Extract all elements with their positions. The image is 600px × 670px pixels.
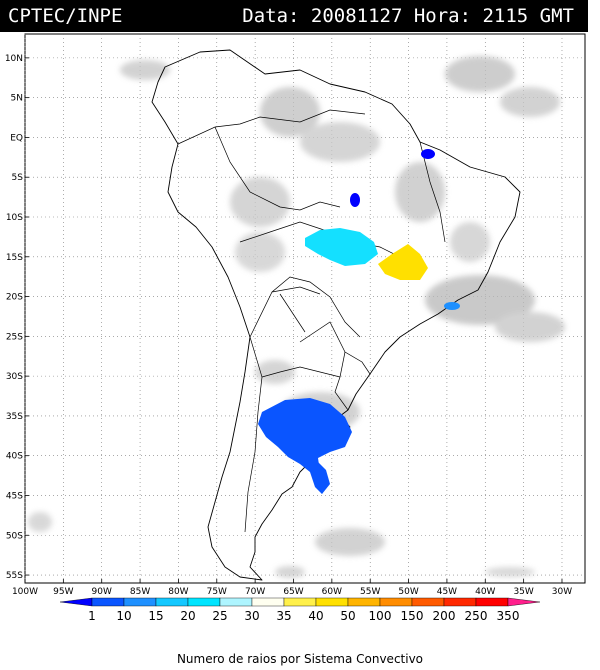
lat-tick-label: 25S xyxy=(6,332,23,342)
legend-swatch xyxy=(123,597,157,607)
legend-label: 200 xyxy=(433,609,456,623)
map-header: CPTEC/INPE Data: 20081127 Hora: 2115 GMT xyxy=(0,0,588,32)
legend-swatch xyxy=(443,597,477,607)
lat-tick-label: 15S xyxy=(6,253,23,263)
legend-swatch xyxy=(59,597,93,607)
legend-label: 50 xyxy=(340,609,355,623)
continent-outline xyxy=(151,49,521,581)
agency-title: CPTEC/INPE xyxy=(8,5,123,27)
southeast-blue-cell xyxy=(444,302,460,310)
legend-swatch xyxy=(475,597,509,607)
legend-label: 35 xyxy=(276,609,291,623)
legend-label: 100 xyxy=(369,609,392,623)
lat-tick-label: 30S xyxy=(6,372,23,382)
argentina-large-system xyxy=(258,398,352,494)
lat-tick-label: 50S xyxy=(6,531,23,541)
legend-label: 1 xyxy=(88,609,96,623)
lon-tick-label: 70W xyxy=(245,587,265,597)
lat-tick-label: 10N xyxy=(5,54,23,64)
legend-label: 250 xyxy=(465,609,488,623)
lat-tick-label: 20S xyxy=(6,293,23,303)
legend-swatch xyxy=(411,597,445,607)
lightning-map: 10N5NEQ5S10S15S20S25S30S35S40S45S50S55S … xyxy=(5,33,586,623)
lon-tick-label: 75W xyxy=(207,587,227,597)
lon-tick-label: 90W xyxy=(92,587,112,597)
lon-tick-label: 65W xyxy=(283,587,303,597)
legend-swatch xyxy=(155,597,189,607)
lon-tick-label: 40W xyxy=(475,587,495,597)
legend-label: 40 xyxy=(308,609,323,623)
lat-tick-label: 5S xyxy=(12,173,24,183)
legend-label: 30 xyxy=(244,609,259,623)
legend-caption: Numero de raios por Sistema Convectivo xyxy=(176,652,424,666)
legend-swatch xyxy=(219,597,253,607)
goias-yellow-system xyxy=(378,244,428,280)
legend-label: 15 xyxy=(148,609,163,623)
legend-swatch xyxy=(315,597,349,607)
lat-tick-label: 5N xyxy=(11,94,23,104)
legend-label: 10 xyxy=(116,609,131,623)
legend-swatch xyxy=(379,597,413,607)
lon-tick-label: 35W xyxy=(513,587,533,597)
legend-label: 20 xyxy=(180,609,195,623)
northeast-blue-cell xyxy=(421,149,435,159)
lon-tick-label: 80W xyxy=(168,587,188,597)
date-time-label: Data: 20081127 Hora: 2115 GMT xyxy=(242,5,574,27)
lat-tick-label: 35S xyxy=(6,412,23,422)
lat-tick-label: 55S xyxy=(6,571,23,581)
lon-tick-label: 55W xyxy=(360,587,380,597)
legend-swatch xyxy=(187,597,221,607)
lon-tick-label: 45W xyxy=(437,587,457,597)
lat-tick-label: 45S xyxy=(6,491,23,501)
legend-label: 25 xyxy=(212,609,227,623)
lon-tick-label: 60W xyxy=(322,587,342,597)
legend-swatch xyxy=(507,597,541,607)
legend-label: 350 xyxy=(497,609,520,623)
lat-tick-label: EQ xyxy=(10,133,23,143)
legend-swatch xyxy=(347,597,381,607)
legend-swatch xyxy=(91,597,125,607)
legend-label: 150 xyxy=(401,609,424,623)
central-brazil-cyan-system xyxy=(305,228,378,266)
patagonia-blue-cell xyxy=(316,462,330,494)
lightning-systems xyxy=(258,149,460,494)
lat-tick-label: 10S xyxy=(6,213,23,223)
legend-swatch xyxy=(251,597,285,607)
legend-swatch xyxy=(283,597,317,607)
lon-tick-label: 50W xyxy=(398,587,418,597)
legend-colorbar: 1 10 15 20 25 30 35 40 50 100 150 200 250 350 xyxy=(59,597,541,623)
longitude-labels: 100W 95W 90W 85W 80W 75W 70W 65W 60W 55W 50W 45W 40W… xyxy=(12,579,572,597)
para-blue-cell xyxy=(350,193,360,207)
latitude-labels: 10N 5N EQ 5S 10S 15S 20S 25S 30S 35S 40S 45S 50S 55S xyxy=(5,54,29,581)
lon-tick-label: 100W xyxy=(12,587,38,597)
lon-tick-label: 30W xyxy=(552,587,572,597)
lon-tick-label: 95W xyxy=(53,587,73,597)
lat-tick-label: 40S xyxy=(6,452,23,462)
lon-tick-label: 85W xyxy=(130,587,150,597)
